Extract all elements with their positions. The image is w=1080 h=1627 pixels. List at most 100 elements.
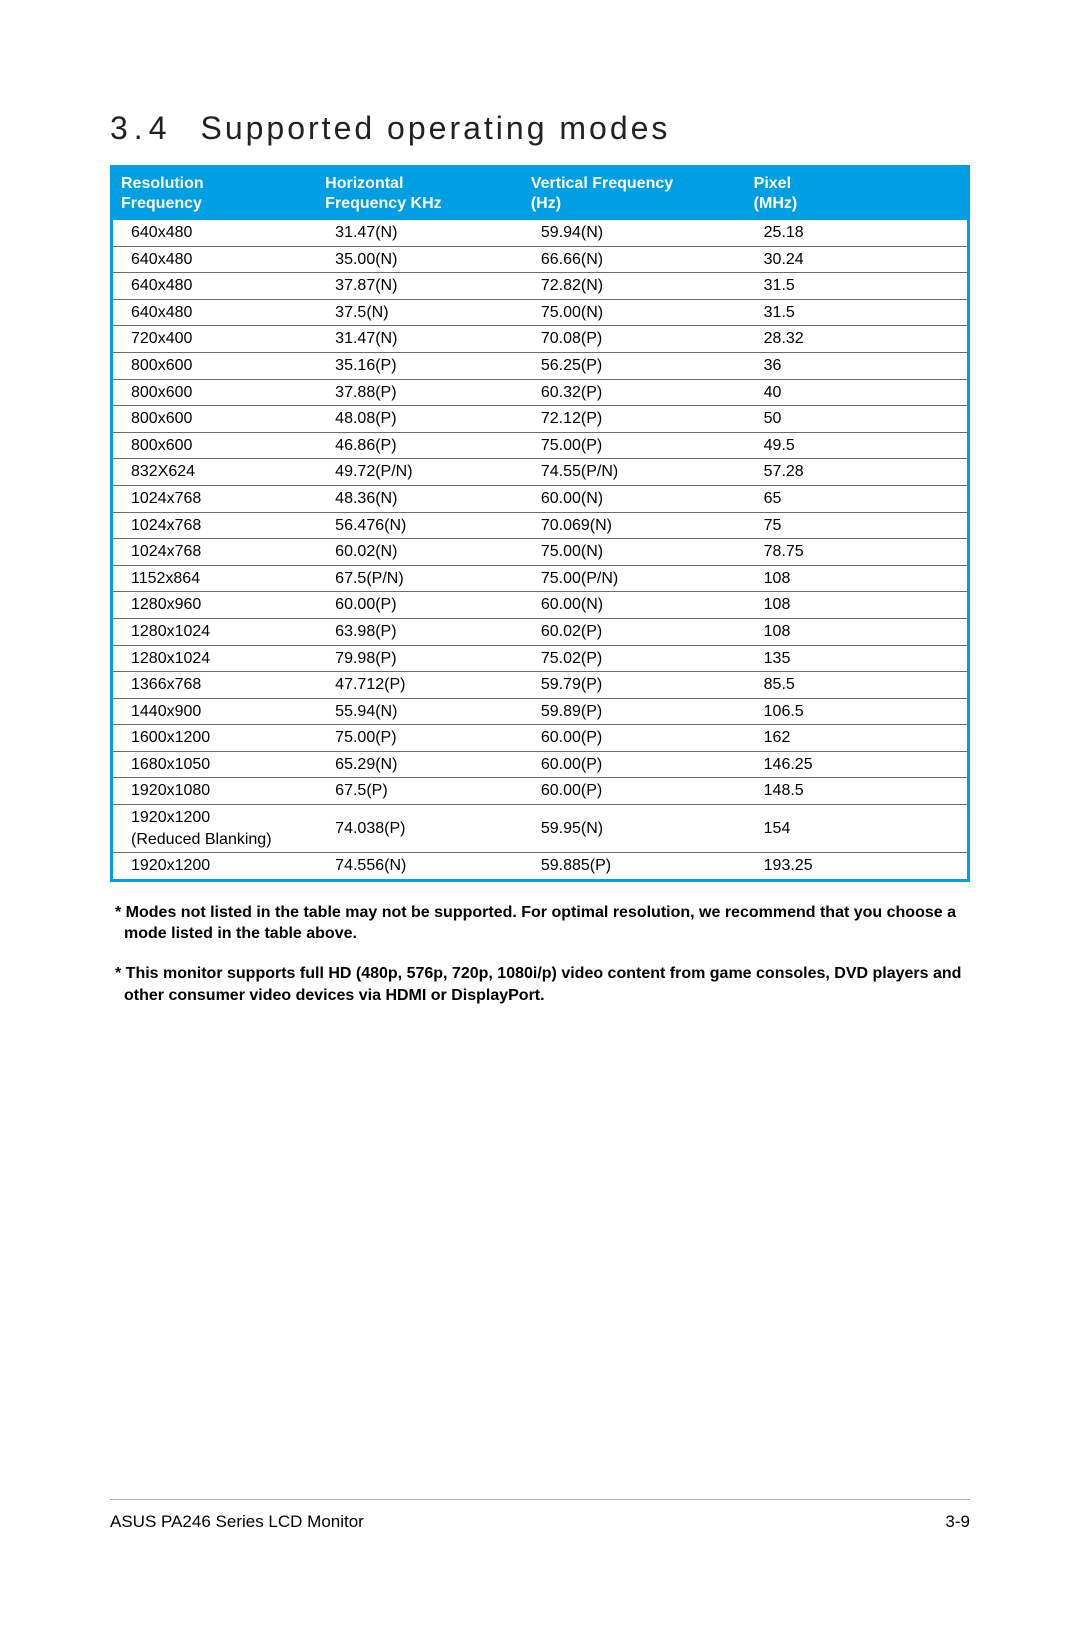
table-row: 1600x120075.00(P)60.00(P)162 [112,725,969,752]
table-cell: 48.08(P) [317,406,523,433]
table-row: 1680x105065.29(N)60.00(P)146.25 [112,751,969,778]
table-row: 1024x76860.02(N)75.00(N)78.75 [112,539,969,566]
table-cell: 65 [746,485,969,512]
table-cell: 48.36(N) [317,485,523,512]
table-cell: 1920x1200 [112,853,318,881]
table-header: Resolution Frequency Horizontal Frequenc… [112,167,969,221]
table-cell: 35.00(N) [317,246,523,273]
footnotes: * Modes not listed in the table may not … [110,902,970,1006]
table-cell: 800x600 [112,406,318,433]
table-row: 640x48035.00(N)66.66(N)30.24 [112,246,969,273]
table-row: 640x48031.47(N)59.94(N)25.18 [112,220,969,246]
table-cell: 67.5(P/N) [317,565,523,592]
table-cell: 162 [746,725,969,752]
col-header-pixel-clock: Pixel (MHz) [746,167,969,221]
table-cell: 1366x768 [112,672,318,699]
table-cell: 1024x768 [112,512,318,539]
table-row: 1280x102479.98(P)75.02(P)135 [112,645,969,672]
footer-product: ASUS PA246 Series LCD Monitor [110,1512,364,1532]
table-cell: 49.72(P/N) [317,459,523,486]
table-cell: 28.32 [746,326,969,353]
table-cell: 154 [746,805,969,853]
table-row: 800x60037.88(P)60.32(P)40 [112,379,969,406]
table-cell: 49.5 [746,432,969,459]
table-cell: 35.16(P) [317,352,523,379]
table-cell: 60.00(P) [523,751,746,778]
table-cell: 75.00(P/N) [523,565,746,592]
table-cell: 36 [746,352,969,379]
table-cell: 108 [746,592,969,619]
table-cell: 193.25 [746,853,969,881]
table-cell: 60.00(N) [523,485,746,512]
table-row: 1366x76847.712(P)59.79(P)85.5 [112,672,969,699]
table-cell: 70.069(N) [523,512,746,539]
table-cell: 640x480 [112,299,318,326]
table-cell: 1600x1200 [112,725,318,752]
table-cell: 75.00(P) [523,432,746,459]
table-cell: 1920x1080 [112,778,318,805]
table-row: 1024x76856.476(N)70.069(N)75 [112,512,969,539]
table-cell: 60.02(P) [523,618,746,645]
table-cell: 75.00(P) [317,725,523,752]
table-cell: 148.5 [746,778,969,805]
table-cell: 78.75 [746,539,969,566]
page-footer: ASUS PA246 Series LCD Monitor 3-9 [110,1499,970,1532]
table-cell: 37.88(P) [317,379,523,406]
table-cell: 800x600 [112,379,318,406]
table-cell: 59.95(N) [523,805,746,853]
table-cell: 37.5(N) [317,299,523,326]
table-cell: 108 [746,565,969,592]
footnote-1: * Modes not listed in the table may not … [110,902,970,945]
table-cell: 40 [746,379,969,406]
table-cell: 72.82(N) [523,273,746,300]
table-cell: 1024x768 [112,539,318,566]
table-body: 640x48031.47(N)59.94(N)25.18640x48035.00… [112,220,969,880]
table-cell: 1680x1050 [112,751,318,778]
table-cell: 37.87(N) [317,273,523,300]
table-cell: 60.00(P) [317,592,523,619]
table-cell: 72.12(P) [523,406,746,433]
table-cell: 57.28 [746,459,969,486]
table-cell: 832X624 [112,459,318,486]
page: 3.4 Supported operating modes Resolution … [0,0,1080,1627]
table-cell: 56.476(N) [317,512,523,539]
table-cell: 1152x864 [112,565,318,592]
table-cell: 640x480 [112,220,318,246]
table-cell: 65.29(N) [317,751,523,778]
table-cell: 75.02(P) [523,645,746,672]
table-row: 800x60035.16(P)56.25(P)36 [112,352,969,379]
table-row: 1024x76848.36(N)60.00(N)65 [112,485,969,512]
table-cell: 146.25 [746,751,969,778]
operating-modes-table: Resolution Frequency Horizontal Frequenc… [110,165,970,882]
table-cell: 30.24 [746,246,969,273]
table-row: 1280x96060.00(P)60.00(N)108 [112,592,969,619]
table-cell: 800x600 [112,432,318,459]
footnote-2: * This monitor supports full HD (480p, 5… [110,963,970,1006]
table-cell: 1024x768 [112,485,318,512]
table-cell: 46.86(P) [317,432,523,459]
table-row: 1920x1200(Reduced Blanking)74.038(P)59.9… [112,805,969,853]
table-cell: 60.02(N) [317,539,523,566]
table-cell: 60.32(P) [523,379,746,406]
table-row: 640x48037.5(N)75.00(N)31.5 [112,299,969,326]
table-cell: 800x600 [112,352,318,379]
section-number: 3.4 [110,110,172,146]
section-title: Supported operating modes [200,110,670,146]
col-header-resolution: Resolution Frequency [112,167,318,221]
table-cell: 106.5 [746,698,969,725]
table-row: 1280x102463.98(P)60.02(P)108 [112,618,969,645]
table-cell: 79.98(P) [317,645,523,672]
table-cell: 59.94(N) [523,220,746,246]
table-cell: 59.89(P) [523,698,746,725]
table-cell: 1280x1024 [112,618,318,645]
table-cell: 66.66(N) [523,246,746,273]
table-cell: 1440x900 [112,698,318,725]
table-row: 1920x120074.556(N)59.885(P)193.25 [112,853,969,881]
table-cell: 74.038(P) [317,805,523,853]
table-cell: 1920x1200(Reduced Blanking) [112,805,318,853]
table-cell: 31.5 [746,273,969,300]
table-cell: 75 [746,512,969,539]
table-row: 640x48037.87(N)72.82(N)31.5 [112,273,969,300]
table-cell: 67.5(P) [317,778,523,805]
table-cell: 50 [746,406,969,433]
